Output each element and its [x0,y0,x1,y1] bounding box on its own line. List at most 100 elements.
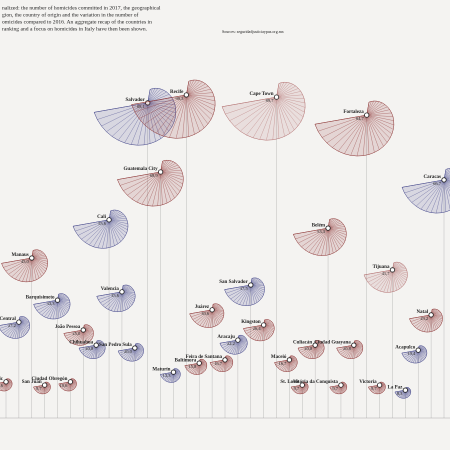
shell-ray [411,179,445,203]
city-value: 10,6 [0,383,4,389]
shell-ray [276,96,306,108]
shell-ray [317,228,329,256]
shell-ray [100,291,123,303]
shell-ray [147,88,159,103]
shell-ray [109,215,126,221]
shell-ray [147,88,156,103]
shell-ray [337,344,354,351]
shell-body [117,159,184,207]
shell-ray [252,96,277,138]
shell-ray [186,94,205,129]
city-dot [209,307,215,313]
shell-ray [169,94,187,138]
shell-ray [77,219,110,236]
shell-ray [121,291,133,306]
shell-ray [160,171,184,177]
shell-ray [34,299,58,308]
shell-ray [328,227,347,233]
shell-ray [276,82,288,98]
city-value: 13,3 [163,373,172,379]
city-name: Baltimora [175,358,197,363]
shell-ray [225,339,239,352]
shell-ray [366,114,394,121]
shell [314,100,395,157]
shell-ray [57,300,68,313]
shell-ray [362,115,367,156]
shell-body [63,324,94,346]
shell-ray [366,114,391,139]
shell-ray [367,269,393,283]
city-name: San Pedro Sula [99,343,132,348]
city-dot [222,357,228,363]
shell-ray [248,284,251,306]
shell-ray [390,269,393,293]
shell-ray [366,114,384,147]
city-name: Maceió [271,355,287,360]
shell-ray [186,94,216,106]
shell-ray [298,344,316,351]
city-name: Manaus [12,253,29,258]
shell-body [314,100,395,157]
shell-body [292,218,347,256]
shell-ray [119,347,135,354]
shell-ray [25,257,32,282]
shell-ray [17,322,20,339]
shell [117,159,184,207]
shell-ray [365,269,393,279]
city-value: 68,9 [150,173,159,179]
city-value: 9,7 [294,386,300,392]
shell-body [33,293,71,320]
shell-ray [410,314,432,322]
shell-ray [250,284,253,305]
shell-ray [147,102,176,109]
city-name: Cali [97,215,107,220]
city-value: 66,7 [433,181,442,187]
shell-ray [75,219,110,232]
shell-ray [9,321,20,338]
shell-ray [131,171,161,200]
shell-ray [250,284,255,304]
shell-ray [57,300,59,319]
shell [401,168,450,214]
shell-ray [392,269,406,283]
shell-ray [327,227,346,241]
city-name: Guatemala City [124,167,159,172]
shell-ray [233,284,251,302]
shell-ray [52,300,58,320]
city-dot [441,177,447,183]
shell-ray [160,171,175,199]
shell-body [0,378,13,392]
shell-ray [276,96,302,122]
shell-ray [246,96,277,136]
shell-ray [143,102,148,145]
shell-ray [443,179,450,189]
header-line: nalized: the number of homicides committ… [2,4,161,11]
shell-ray [186,94,216,102]
shell-ray [57,300,64,317]
city-value: 8,3 [397,391,403,397]
shell-ray [186,88,211,96]
shell [221,81,306,141]
city-value: 25,0 [72,331,81,337]
shell-ray [109,219,128,224]
shell-ray [443,178,450,181]
shell-ray [202,309,213,327]
shell-ray [239,284,251,305]
shell-ray [443,179,450,183]
shell-ray [160,161,174,173]
shell-ray [326,114,367,144]
shell-ray [426,314,432,333]
shell-ray [147,94,170,104]
shell-ray [297,227,329,244]
shell-ray [443,179,450,197]
city-dot [338,382,344,388]
shell-ray [121,291,129,309]
shell-ray [327,227,347,238]
shell-ray [160,164,178,173]
shell [0,316,30,339]
city-dot [3,379,9,385]
shell-ray [204,309,213,328]
city-name: Feira de Santana [186,355,223,360]
shell-ray [266,97,277,141]
city-value: 22,2 [227,341,235,347]
